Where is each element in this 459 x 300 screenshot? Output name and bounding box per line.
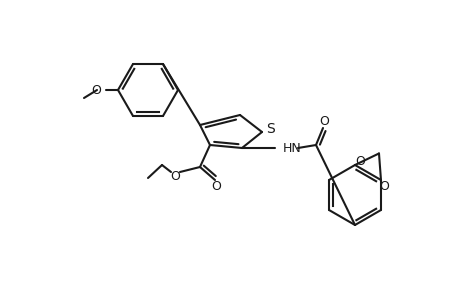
Text: O: O [354, 154, 364, 167]
Text: S: S [265, 122, 274, 136]
Text: O: O [91, 83, 101, 97]
Text: HN: HN [282, 142, 301, 154]
Text: O: O [378, 179, 388, 193]
Text: O: O [211, 179, 220, 193]
Text: O: O [319, 115, 328, 128]
Text: O: O [170, 170, 179, 184]
